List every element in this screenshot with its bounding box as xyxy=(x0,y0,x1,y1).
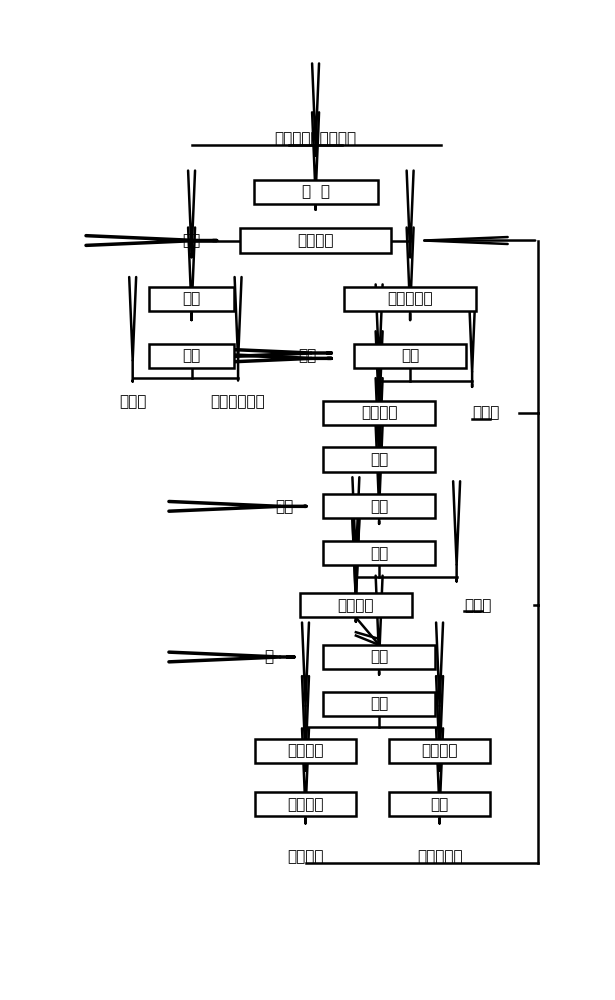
Text: 含铝溶液: 含铝溶液 xyxy=(338,598,374,613)
Bar xyxy=(323,447,435,472)
Text: 金属熔体: 金属熔体 xyxy=(361,405,397,420)
Text: 稀酸: 稀酸 xyxy=(276,499,294,514)
Bar xyxy=(354,344,466,368)
Text: 三氧化二铝: 三氧化二铝 xyxy=(417,849,462,864)
Text: 粉  碎: 粉 碎 xyxy=(301,184,330,199)
Bar xyxy=(300,593,412,617)
Text: 失效氧化铝铂催化剂: 失效氧化铝铂催化剂 xyxy=(274,131,357,146)
Text: 水淬: 水淬 xyxy=(370,452,388,467)
Bar xyxy=(323,541,435,565)
Text: 浓缩结晶: 浓缩结晶 xyxy=(287,797,323,812)
Text: 金属铝: 金属铝 xyxy=(119,394,146,409)
Bar xyxy=(344,287,476,311)
Text: 熔炼: 熔炼 xyxy=(401,348,419,363)
Text: 熔剂: 熔剂 xyxy=(183,233,200,248)
Bar xyxy=(389,739,490,763)
Bar xyxy=(240,228,391,253)
Text: 铂精矿: 铂精矿 xyxy=(464,598,492,613)
Text: 粗铝: 粗铝 xyxy=(183,291,200,306)
Text: 钠盐溶液: 钠盐溶液 xyxy=(287,743,323,758)
Bar xyxy=(389,792,490,816)
Text: 溶解: 溶解 xyxy=(370,499,388,514)
Bar xyxy=(149,287,234,311)
Text: 钠盐产品: 钠盐产品 xyxy=(287,849,323,864)
Text: 以铂为主残渣: 以铂为主残渣 xyxy=(211,394,266,409)
Text: 碱: 碱 xyxy=(264,649,274,664)
Text: 过滤: 过滤 xyxy=(370,546,388,561)
Bar xyxy=(323,645,435,669)
Bar xyxy=(323,692,435,716)
Text: 熔析: 熔析 xyxy=(183,348,200,363)
Bar xyxy=(323,494,435,518)
Bar xyxy=(253,180,378,204)
Text: 残余电解质: 残余电解质 xyxy=(387,291,433,306)
Text: 熔盐电解: 熔盐电解 xyxy=(297,233,334,248)
Text: 氢氧化铝: 氢氧化铝 xyxy=(421,743,458,758)
Bar xyxy=(255,792,356,816)
Bar xyxy=(149,344,234,368)
Text: 过滤: 过滤 xyxy=(370,696,388,711)
Bar xyxy=(323,401,435,425)
Bar xyxy=(255,739,356,763)
Text: 粗铝: 粗铝 xyxy=(298,348,316,363)
Text: 熔炼渣: 熔炼渣 xyxy=(472,405,499,420)
Text: 煅烧: 煅烧 xyxy=(430,797,449,812)
Text: 沉淀: 沉淀 xyxy=(370,649,388,664)
